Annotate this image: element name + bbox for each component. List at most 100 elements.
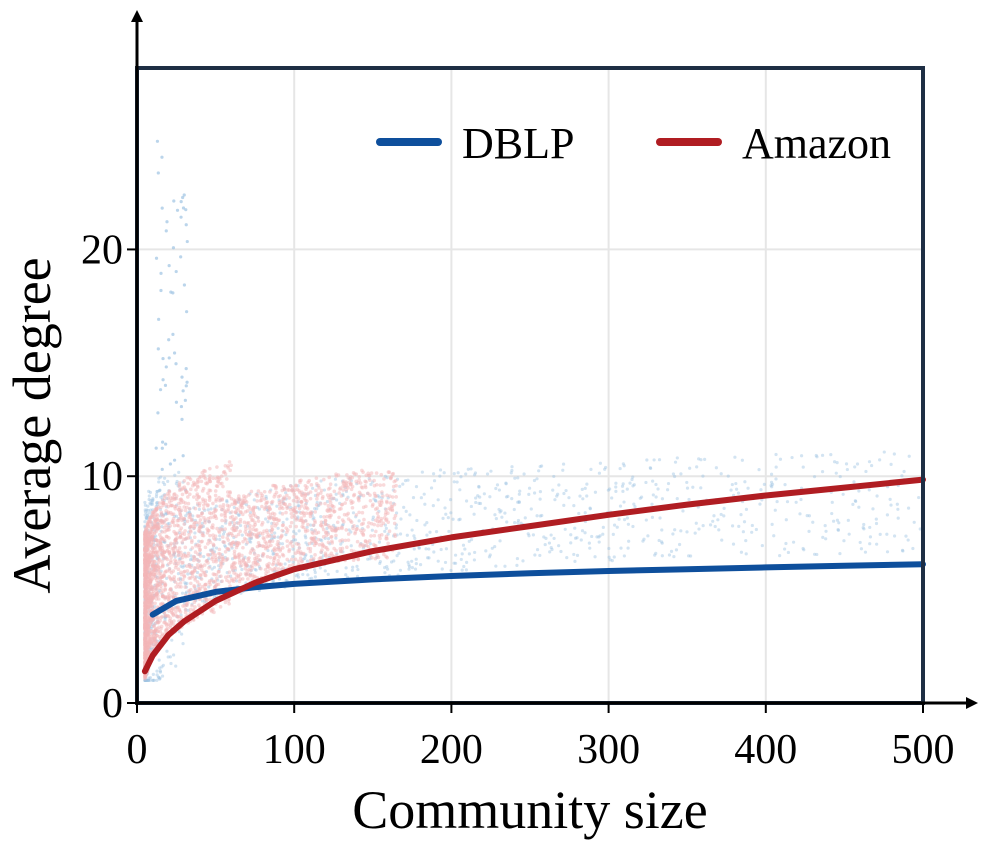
amazon-point <box>167 551 172 556</box>
dblp-point <box>157 677 162 681</box>
dblp-point <box>588 546 592 550</box>
dblp-point <box>836 528 841 532</box>
dblp-point <box>294 574 298 578</box>
dblp-point <box>467 552 471 556</box>
amazon-point <box>198 554 203 558</box>
amazon-point <box>314 488 318 493</box>
dblp-point <box>184 366 188 371</box>
dblp-point <box>275 504 279 508</box>
amazon-point <box>360 468 364 473</box>
dblp-point <box>878 458 882 462</box>
dblp-point <box>431 472 436 476</box>
amazon-point <box>330 539 334 543</box>
amazon-point <box>166 622 171 627</box>
dblp-point <box>497 488 501 492</box>
amazon-point <box>179 515 184 520</box>
dblp-point <box>587 541 591 545</box>
dblp-point <box>783 483 787 487</box>
dblp-point <box>158 488 162 492</box>
dblp-point <box>157 317 161 321</box>
dblp-point <box>296 504 300 508</box>
amazon-point <box>272 483 276 488</box>
dblp-point <box>519 521 523 525</box>
dblp-point <box>322 488 327 492</box>
amazon-point <box>378 536 382 541</box>
amazon-point <box>255 499 259 503</box>
amazon-point <box>238 529 242 534</box>
dblp-point <box>266 548 270 553</box>
amazon-point <box>276 546 281 550</box>
dblp-point <box>503 564 507 568</box>
amazon-point <box>225 578 229 583</box>
amazon-point <box>248 507 253 511</box>
amazon-point <box>374 494 378 499</box>
amazon-point <box>372 491 377 496</box>
amazon-point <box>185 564 189 568</box>
dblp-point <box>151 678 155 682</box>
amazon-point <box>339 506 343 511</box>
dblp-point <box>182 283 187 287</box>
dblp-point <box>206 508 210 512</box>
dblp-point <box>603 467 607 471</box>
amazon-point <box>260 504 264 509</box>
dblp-point <box>154 446 158 450</box>
dblp-point <box>791 540 796 544</box>
dblp-point <box>917 495 921 500</box>
y-tick-label: 0 <box>102 681 123 727</box>
dblp-point <box>834 471 838 475</box>
dblp-point <box>654 482 658 487</box>
dblp-point <box>654 551 658 555</box>
amazon-point <box>182 569 187 574</box>
dblp-point <box>543 542 547 547</box>
amazon-point <box>143 656 147 660</box>
amazon-point <box>391 484 396 489</box>
dblp-point <box>335 498 339 502</box>
amazon-point <box>159 591 164 595</box>
amazon-point <box>177 546 182 550</box>
dblp-point <box>608 487 612 491</box>
dblp-point <box>451 517 455 521</box>
amazon-point <box>255 544 260 549</box>
dblp-point <box>172 458 177 462</box>
dblp-point <box>744 552 748 556</box>
amazon-point <box>173 565 178 570</box>
amazon-point <box>248 574 253 578</box>
amazon-point <box>379 523 384 528</box>
dblp-point <box>842 539 846 543</box>
dblp-point <box>292 530 296 534</box>
amazon-point <box>232 517 237 522</box>
amazon-point <box>197 529 202 534</box>
amazon-point <box>287 502 292 507</box>
dblp-point <box>610 496 614 500</box>
dblp-point <box>350 568 355 572</box>
amazon-point <box>182 516 187 521</box>
amazon-point <box>291 535 296 539</box>
amazon-point <box>177 507 181 512</box>
dblp-point <box>202 554 206 559</box>
dblp-point <box>325 526 329 531</box>
amazon-point <box>369 471 374 475</box>
dblp-point <box>678 542 682 547</box>
amazon-point <box>251 506 256 511</box>
amazon-point <box>303 529 308 534</box>
dblp-point <box>177 630 181 634</box>
amazon-point <box>363 539 368 543</box>
dblp-point <box>458 517 462 521</box>
amazon-point <box>214 497 219 502</box>
y-tick-label: 10 <box>81 454 123 500</box>
amazon-point <box>192 482 197 487</box>
amazon-point <box>362 517 366 522</box>
dblp-point <box>494 564 498 568</box>
dblp-point <box>146 678 150 682</box>
dblp-point <box>172 351 177 355</box>
dblp-point <box>157 476 161 480</box>
dblp-point <box>397 551 401 555</box>
dblp-point <box>657 538 661 543</box>
dblp-point <box>477 501 481 505</box>
amazon-point <box>292 492 297 497</box>
amazon-point <box>343 501 347 505</box>
dblp-point <box>812 552 817 556</box>
dblp-point <box>760 543 764 548</box>
amazon-point <box>162 620 166 625</box>
dblp-point <box>672 554 676 559</box>
